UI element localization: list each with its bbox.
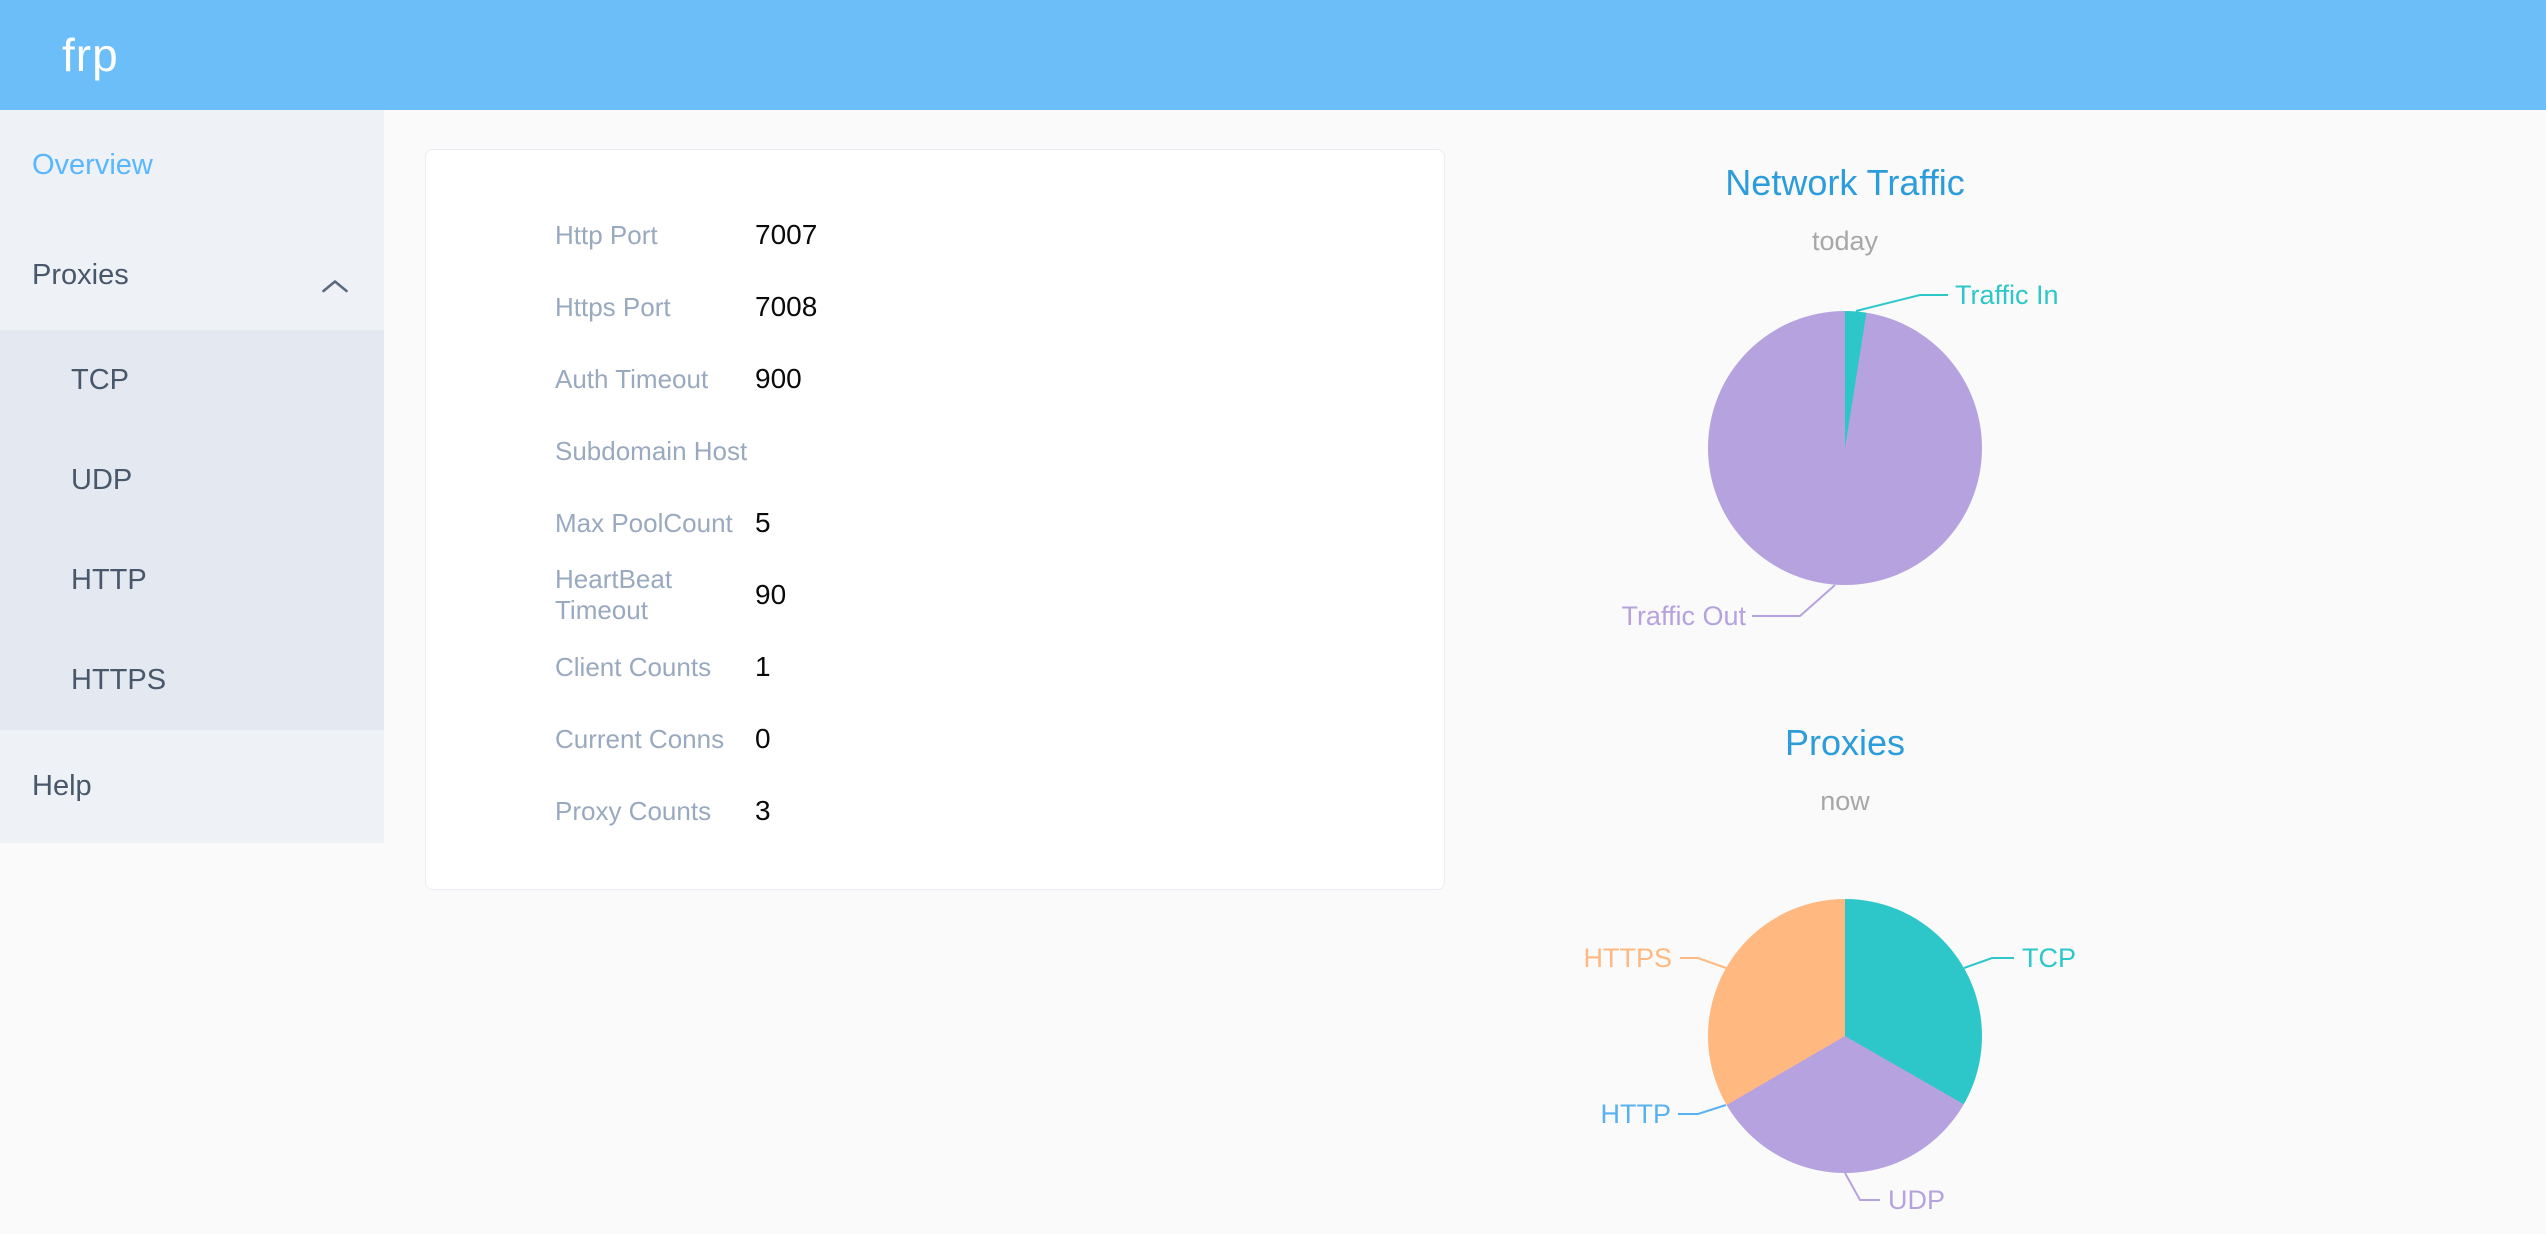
info-label: Http Port [555, 219, 658, 250]
sidebar-item-help[interactable]: Help [0, 730, 384, 843]
sidebar-item-overview[interactable]: Overview [0, 110, 384, 220]
chart-title: Proxies [1784, 722, 1906, 763]
sidebar-item-label: HTTPS [71, 663, 167, 696]
slice-label-http: HTTP [1600, 1099, 1672, 1129]
sidebar-item-udp[interactable]: UDP [0, 430, 384, 530]
info-label: Https Port [555, 291, 671, 322]
slice-label-traffic-in: Traffic In [1955, 280, 2059, 310]
server-info-card: Http Port 7007 Https Port 7008 Auth Timeout 9… [425, 149, 1445, 890]
info-value: 3 [755, 795, 771, 826]
slice-label-udp: UDP [1888, 1185, 1946, 1215]
info-row: Subdomain Host [426, 415, 1444, 487]
sidebar-item-label: TCP [71, 363, 129, 396]
info-row: Max PoolCount 5 [426, 487, 1444, 559]
info-label: Max PoolCount [555, 507, 733, 538]
slice-label-https: HTTPS [1583, 943, 1672, 973]
info-row: Proxy Counts 3 [426, 775, 1444, 847]
sidebar-item-label: UDP [71, 463, 133, 496]
sidebar-item-label: HTTP [71, 563, 147, 596]
info-value: 7007 [755, 219, 818, 250]
chart-subtitle: now [1820, 786, 1870, 816]
chevron-up-icon [322, 268, 348, 301]
info-row: HeartBeat Timeout 90 [426, 559, 1444, 631]
proxies-pie[interactable] [1708, 899, 1982, 1173]
info-row: Https Port 7008 [426, 271, 1444, 343]
info-value: 1 [755, 651, 771, 682]
slice-label-tcp: TCP [2022, 943, 2076, 973]
proxies-submenu: TCP UDP HTTP HTTPS [0, 330, 384, 730]
info-label: HeartBeat Timeout [555, 564, 673, 625]
chart-subtitle: today [1811, 226, 1879, 256]
slice-label-traffic-out: Traffic Out [1621, 601, 1746, 631]
info-value: 900 [755, 363, 802, 394]
info-label: Subdomain Host [555, 435, 748, 466]
sidebar-item-proxies[interactable]: Proxies [0, 220, 384, 330]
frp-logo: frp [62, 29, 119, 81]
info-label: Proxy Counts [555, 795, 712, 826]
info-value: 7008 [755, 291, 818, 322]
network-traffic-chart: Network Traffic today Traffic In Traffic… [1545, 140, 2145, 670]
network-traffic-pie[interactable] [1708, 311, 1982, 585]
sidebar-item-https[interactable]: HTTPS [0, 630, 384, 730]
info-label: Current Conns [555, 723, 725, 754]
info-label: Auth Timeout [555, 363, 709, 394]
proxies-chart: Proxies now TCP HTTPS HTTP UDP [1545, 700, 2145, 1234]
info-label: Client Counts [555, 651, 712, 682]
sidebar-item-label: Help [32, 770, 92, 802]
chart-title: Network Traffic [1725, 162, 1965, 203]
sidebar-item-tcp[interactable]: TCP [0, 330, 384, 430]
sidebar: Overview Proxies TCP UDP HTTP HTTPS Help [0, 110, 384, 843]
info-row: Auth Timeout 900 [426, 343, 1444, 415]
info-row: Client Counts 1 [426, 631, 1444, 703]
info-value: 0 [755, 723, 771, 754]
info-row: Http Port 7007 [426, 199, 1444, 271]
info-value: 5 [755, 507, 771, 538]
info-row: Current Conns 0 [426, 703, 1444, 775]
sidebar-item-label: Overview [32, 148, 153, 181]
sidebar-item-http[interactable]: HTTP [0, 530, 384, 630]
sidebar-item-label: Proxies [32, 258, 129, 291]
app-header: frp [0, 0, 2546, 110]
info-value: 90 [755, 579, 787, 610]
